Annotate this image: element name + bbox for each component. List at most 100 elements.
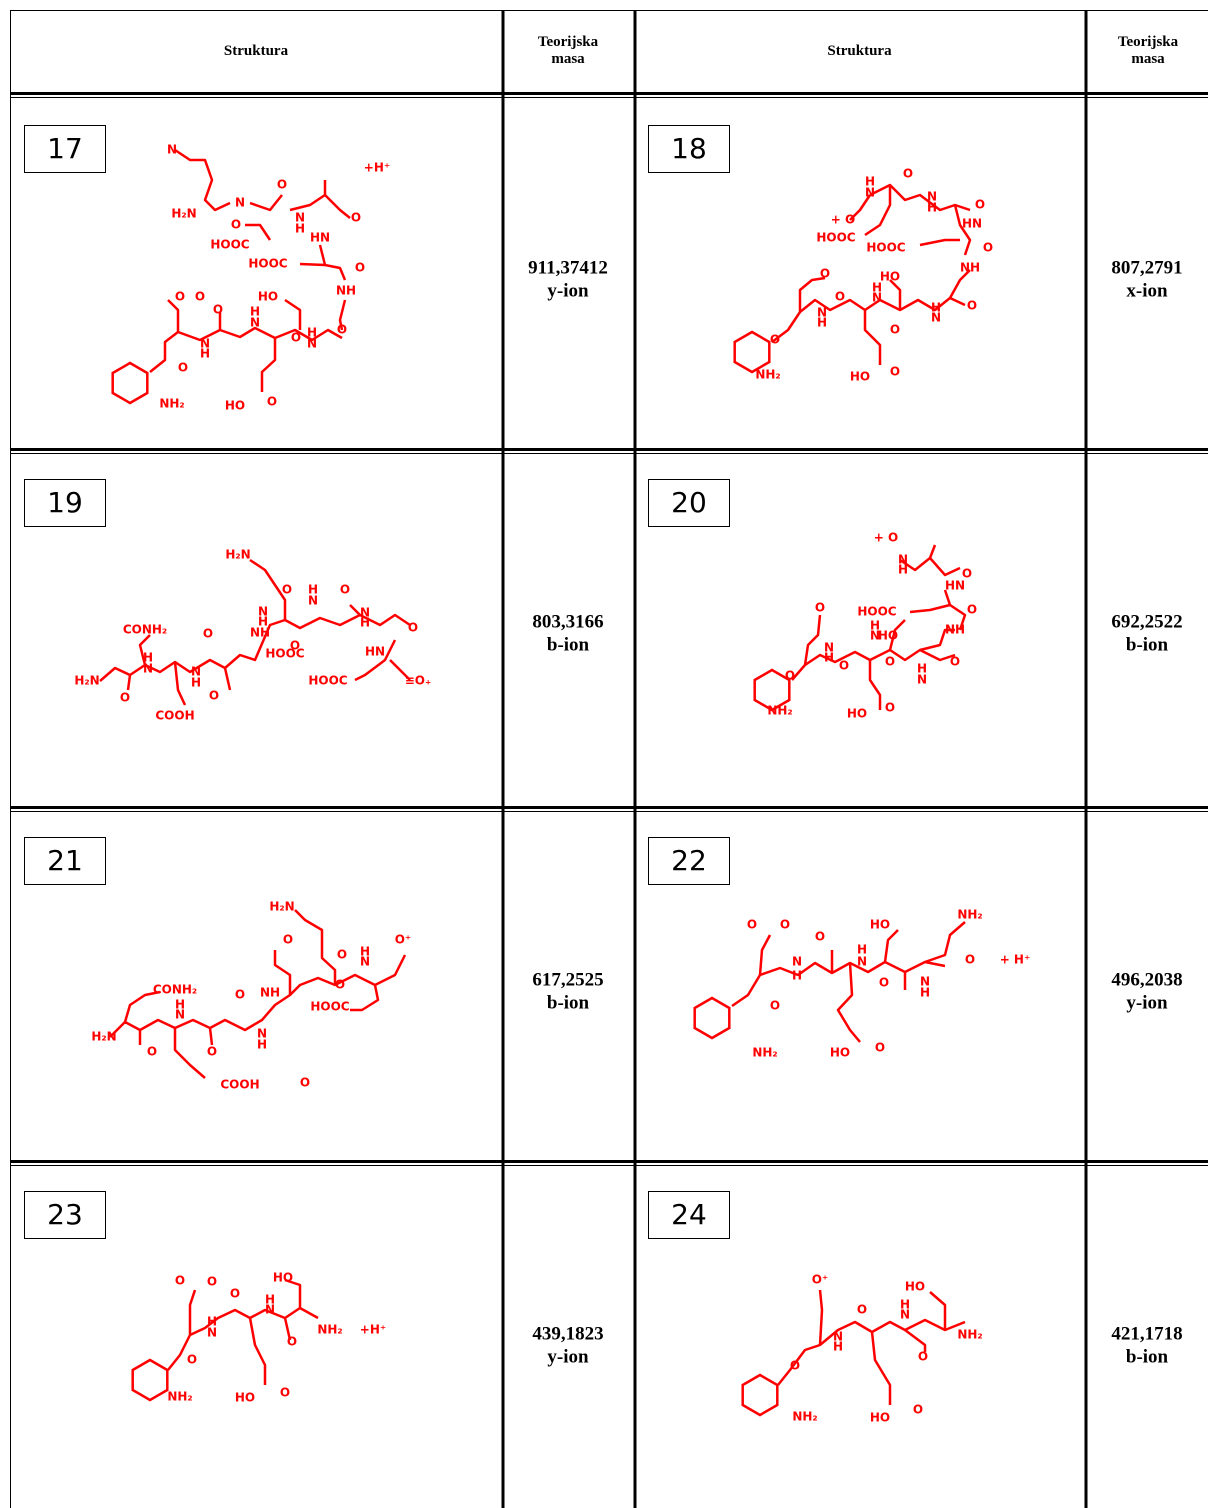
atom-label: N <box>872 291 882 305</box>
bond <box>109 954 407 1038</box>
atom-label: HO <box>880 270 900 284</box>
bond <box>949 603 967 631</box>
atom-label: O <box>785 669 795 683</box>
atom-label: H <box>265 1293 275 1307</box>
atom-label: NH₂ <box>957 1328 982 1342</box>
atom-label: HO <box>878 629 898 643</box>
bond <box>149 299 180 373</box>
atom-label: N <box>308 594 318 608</box>
atom-label: HOOC <box>816 231 855 245</box>
atom-label: N <box>870 629 880 643</box>
atom-label: O <box>291 331 301 345</box>
atom-label: O <box>175 290 185 304</box>
bond <box>284 298 302 330</box>
atom-label: O <box>267 395 277 409</box>
bond <box>249 194 283 212</box>
structure-number: 18 <box>671 132 707 165</box>
bond <box>349 604 361 616</box>
atom-label: O <box>187 1353 197 1367</box>
atom-label: O <box>967 603 977 617</box>
bond <box>919 628 955 652</box>
atom-label: N <box>898 553 908 567</box>
number-box <box>648 1191 730 1239</box>
atom-label: H <box>920 986 930 1000</box>
atom-label: + H⁺ <box>1000 953 1031 967</box>
atom-label: O <box>408 621 418 635</box>
atom-label: O <box>290 639 300 653</box>
benzene-ring <box>733 330 771 374</box>
bond <box>223 667 232 691</box>
bond <box>836 962 861 1043</box>
atom-label: N <box>191 665 201 679</box>
atom-label: O <box>287 1335 297 1349</box>
structure-number: 21 <box>47 844 83 877</box>
bond <box>99 613 411 682</box>
atom-label: HO <box>905 1280 925 1294</box>
atom-label: N <box>200 337 210 351</box>
bond <box>273 950 292 995</box>
atom-label: O <box>351 211 361 225</box>
mass-value: 911,37412 <box>528 257 608 278</box>
bond <box>389 659 411 681</box>
atom-label: H <box>295 222 305 236</box>
atom-label: O <box>340 583 350 597</box>
atom-label: N <box>792 955 802 969</box>
bond <box>883 929 899 963</box>
structure-number: 17 <box>47 132 83 165</box>
atom-label: NH₂ <box>767 704 792 718</box>
atom-label: HOOC <box>265 647 304 661</box>
ion-type: b-ion <box>1126 634 1169 655</box>
atom-label: H <box>872 281 882 295</box>
atom-label: N <box>207 1326 217 1340</box>
atom-label: HO <box>235 1391 255 1405</box>
atom-label: NH <box>250 626 270 640</box>
bond <box>803 614 822 666</box>
atom-label: HO <box>273 1271 293 1285</box>
bond <box>173 1028 206 1079</box>
atom-label: NH₂ <box>159 397 184 411</box>
atom-label: ≡O₊ <box>405 674 432 688</box>
atom-label: O <box>875 1041 885 1055</box>
atom-label: O⁺ <box>812 1273 829 1287</box>
bond <box>791 648 956 681</box>
atom-label: O <box>175 1274 185 1288</box>
atom-label: +H⁺ <box>360 1323 386 1337</box>
atom-label: H <box>870 619 880 633</box>
atom-label: H <box>817 316 827 330</box>
atom-label: N <box>865 186 875 200</box>
mass-value: 496,2038 <box>1111 969 1182 990</box>
ion-type: x-ion <box>1126 280 1168 301</box>
structure-number: 22 <box>671 844 707 877</box>
atom-label: N <box>833 1330 843 1344</box>
structure-number: 20 <box>671 486 707 519</box>
atom-label: O <box>207 1275 217 1289</box>
atom-label: NH₂ <box>317 1323 342 1337</box>
bond <box>173 661 187 706</box>
atom-label: HO <box>258 290 278 304</box>
atom-label: HO <box>870 1411 890 1425</box>
bond <box>777 1318 966 1386</box>
atom-label: NH₂ <box>792 1410 817 1424</box>
atom-label: H <box>360 616 370 630</box>
atom-label: O <box>147 1045 157 1059</box>
mass-value: 421,1718 <box>1111 1323 1182 1344</box>
number-box <box>648 125 730 173</box>
bond <box>864 185 892 237</box>
atom-label: H <box>792 969 802 983</box>
atom-label: O <box>780 918 790 932</box>
atom-label: H <box>931 301 941 315</box>
atom-label: H <box>308 583 318 597</box>
atom-label: O <box>235 988 245 1002</box>
atom-label: O <box>983 241 993 255</box>
atom-label: O <box>213 303 223 317</box>
atom-label: + O <box>874 531 898 545</box>
atom-label: O <box>890 323 900 337</box>
bond <box>245 223 272 241</box>
atom-label: HOOC <box>310 1000 349 1014</box>
atom-label: O <box>885 655 895 669</box>
atom-label: N <box>250 316 260 330</box>
bond <box>284 1278 302 1308</box>
atom-label: HO <box>847 707 867 721</box>
